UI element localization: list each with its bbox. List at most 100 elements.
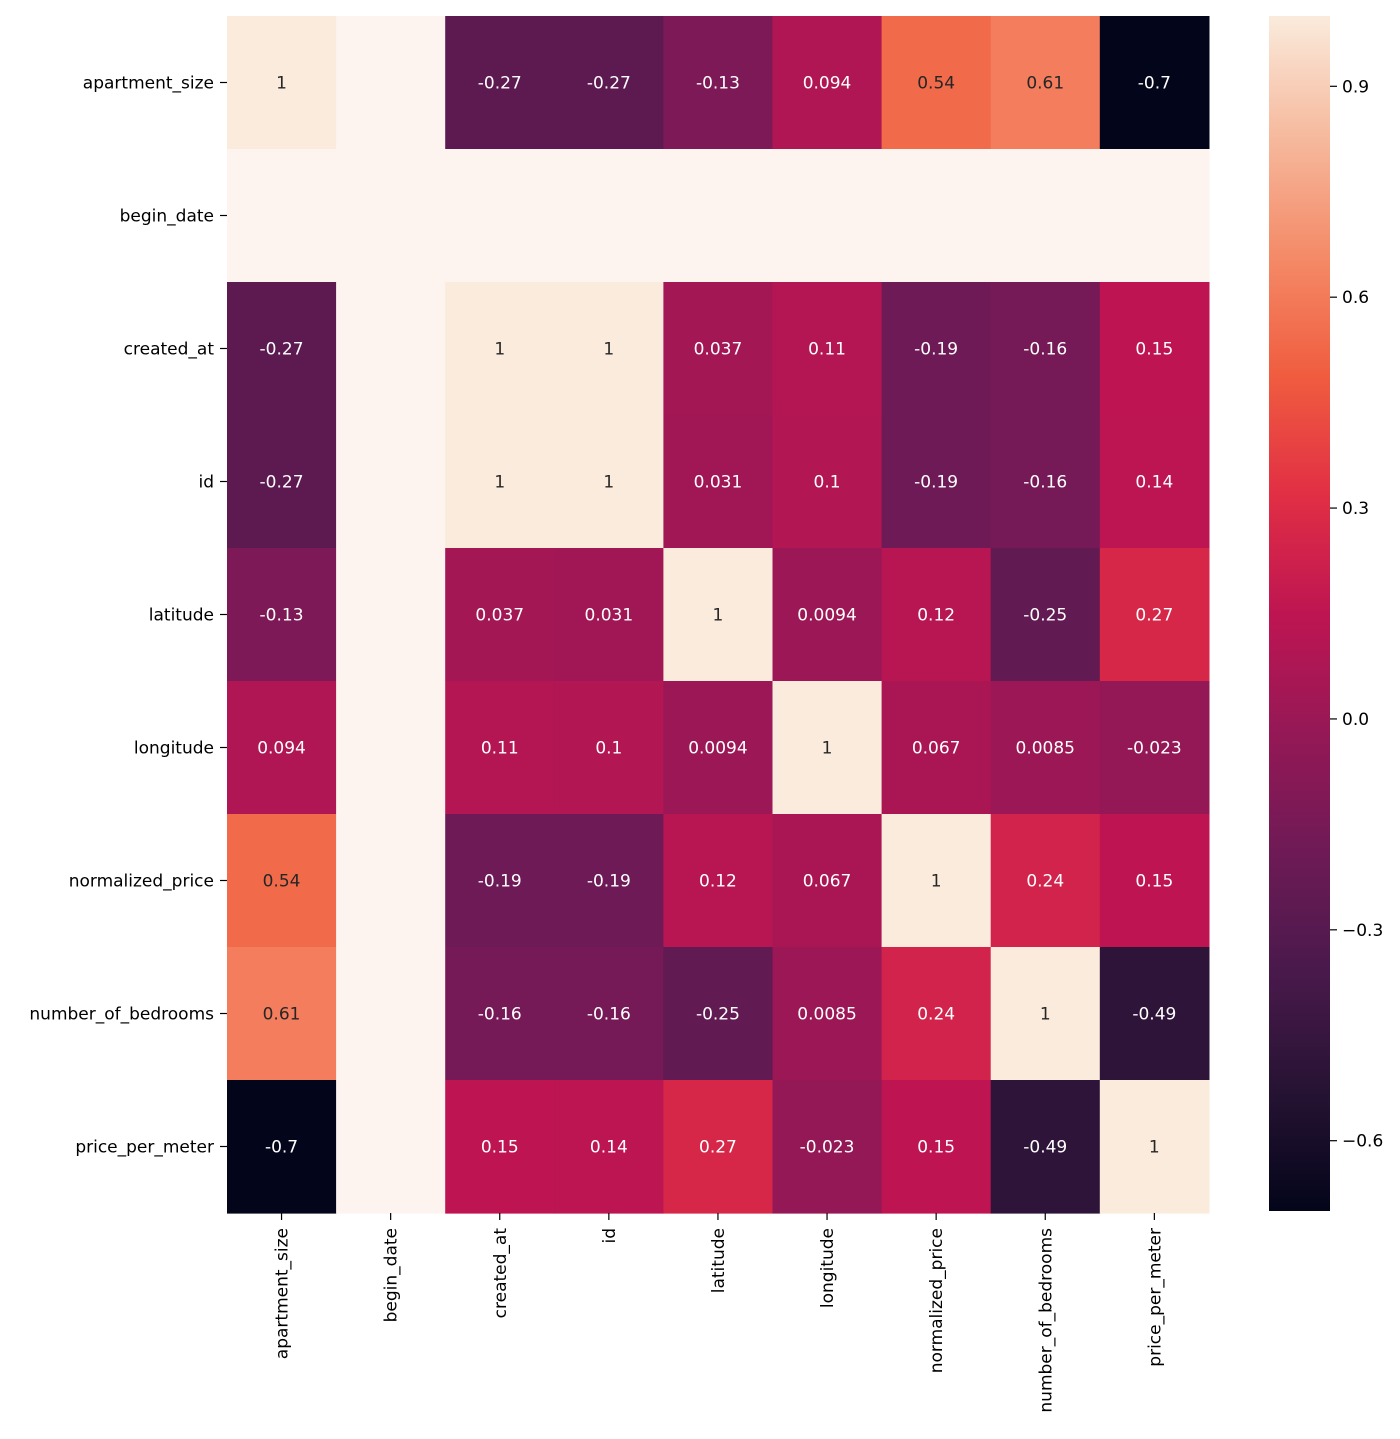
cell-annotation: 0.12: [917, 606, 955, 626]
cell-annotation: 1: [603, 473, 614, 493]
heatmap-cell-begin_date-longitude: [772, 149, 883, 283]
heatmap-cell-latitude-created_at: [445, 548, 555, 682]
heatmap-cell-id-price_per_meter: [1099, 415, 1210, 549]
heatmap-cell-number_of_bedrooms-price_per_meter: [1099, 947, 1210, 1081]
cell-annotation: -0.25: [1023, 606, 1067, 626]
column-label-normalized_price: normalized_price: [927, 1228, 947, 1373]
cell-annotation: 0.067: [912, 739, 961, 759]
heatmap-cell-apartment_size-created_at: [445, 16, 555, 150]
cell-annotation: -0.27: [587, 74, 631, 94]
heatmap-cell-id-normalized_price: [881, 415, 992, 549]
heatmap-cell-apartment_size-normalized_price: [881, 16, 992, 150]
heatmap-cell-begin_date-latitude: [663, 149, 774, 283]
heatmap-cell-normalized_price-longitude: [772, 814, 883, 948]
heatmap-cell-number_of_bedrooms-longitude: [772, 947, 883, 1081]
heatmap-cell-id-created_at: [445, 415, 555, 549]
heatmap-cell-price_per_meter-longitude: [772, 1080, 883, 1214]
heatmap-cell-apartment_size-latitude: [663, 16, 774, 150]
cell-annotation: 0.15: [1135, 872, 1173, 892]
heatmap-cell-number_of_bedrooms-latitude: [663, 947, 774, 1081]
cell-annotation: -0.27: [260, 340, 304, 360]
cell-annotation: -0.13: [696, 74, 740, 94]
cell-annotation: 0.24: [917, 1005, 955, 1025]
heatmap-cell-created_at-longitude: [772, 282, 883, 416]
cell-annotation: 0.031: [694, 473, 743, 493]
heatmap-cell-number_of_bedrooms-number_of_bedrooms: [990, 947, 1101, 1081]
heatmap-cell-latitude-id: [554, 548, 664, 682]
cell-annotation: -0.49: [1132, 1005, 1176, 1025]
heatmap-cell-begin_date-created_at: [445, 149, 555, 283]
heatmap-cell-longitude-apartment_size: [227, 681, 337, 815]
heatmap-cell-id-id: [554, 415, 664, 549]
cell-annotation: -0.13: [260, 606, 304, 626]
colorbar-tick-label: 0.0: [1342, 710, 1369, 730]
heatmap-cell-begin_date-id: [554, 149, 664, 283]
cell-annotation: 0.54: [263, 872, 301, 892]
column-label-number_of_bedrooms: number_of_bedrooms: [1036, 1228, 1056, 1413]
colorbar-tick-label: 0.9: [1342, 77, 1369, 97]
heatmap-cell-longitude-price_per_meter: [1099, 681, 1210, 815]
heatmap-cell-normalized_price-id: [554, 814, 664, 948]
heatmap-cell-price_per_meter-number_of_bedrooms: [990, 1080, 1101, 1214]
heatmap-cell-longitude-latitude: [663, 681, 774, 815]
heatmap-cell-created_at-id: [554, 282, 664, 416]
cell-annotation: -0.27: [478, 74, 522, 94]
heatmap-cell-normalized_price-number_of_bedrooms: [990, 814, 1101, 948]
column-label-apartment_size: apartment_size: [273, 1228, 293, 1359]
cell-annotation: -0.19: [587, 872, 631, 892]
heatmap-cell-id-apartment_size: [227, 415, 337, 549]
row-label-price_per_meter: price_per_meter: [75, 1138, 214, 1158]
heatmap-cell-apartment_size-id: [554, 16, 664, 150]
heatmap-cell-longitude-normalized_price: [881, 681, 992, 815]
cell-annotation: 0.094: [257, 739, 306, 759]
heatmap-cell-begin_date-apartment_size: [227, 149, 337, 283]
cell-annotation: 0.1: [814, 473, 841, 493]
cell-annotation: 1: [603, 340, 614, 360]
heatmap-cell-created_at-number_of_bedrooms: [990, 282, 1101, 416]
cell-annotation: 0.0094: [797, 606, 856, 626]
heatmap-cell-normalized_price-normalized_price: [881, 814, 992, 948]
cell-annotation: 0.61: [1026, 74, 1064, 94]
row-label-id: id: [198, 473, 214, 493]
heatmap-cell-price_per_meter-created_at: [445, 1080, 555, 1214]
heatmap-cell-normalized_price-created_at: [445, 814, 555, 948]
cell-annotation: 0.037: [694, 340, 743, 360]
heatmap-cell-normalized_price-latitude: [663, 814, 774, 948]
heatmap-cell-created_at-price_per_meter: [1099, 282, 1210, 416]
cell-annotation: -0.27: [260, 473, 304, 493]
heatmap-cell-begin_date-number_of_bedrooms: [990, 149, 1101, 283]
heatmap-cell-price_per_meter-price_per_meter: [1099, 1080, 1210, 1214]
cell-annotation: 0.54: [917, 74, 955, 94]
heatmap-cell-apartment_size-apartment_size: [227, 16, 337, 150]
column-label-begin_date: begin_date: [382, 1228, 402, 1322]
heatmap-cell-latitude-latitude: [663, 548, 774, 682]
heatmap-cell-normalized_price-apartment_size: [227, 814, 337, 948]
column-labels: apartment_size begin_date created_at id lati…: [273, 1213, 1165, 1413]
heatmap-cell-longitude-begin_date: [336, 681, 446, 815]
cell-annotation: 0.61: [263, 1005, 301, 1025]
heatmap-cell-begin_date-price_per_meter: [1099, 149, 1210, 283]
cell-annotation: 0.27: [699, 1138, 737, 1158]
heatmap-cell-longitude-id: [554, 681, 664, 815]
cell-annotation: 0.24: [1026, 872, 1064, 892]
cell-annotation: -0.023: [1127, 739, 1182, 759]
row-label-number_of_bedrooms: number_of_bedrooms: [29, 1005, 214, 1025]
cell-annotation: -0.7: [265, 1138, 298, 1158]
heatmap-cell-longitude-number_of_bedrooms: [990, 681, 1101, 815]
heatmap-cell-latitude-normalized_price: [881, 548, 992, 682]
cell-annotation: -0.7: [1138, 74, 1171, 94]
cell-annotation: -0.16: [1023, 473, 1067, 493]
heatmap-cell-begin_date-begin_date: [336, 149, 446, 283]
cell-annotation: 0.12: [699, 872, 737, 892]
heatmap-cell-price_per_meter-id: [554, 1080, 664, 1214]
row-label-begin_date: begin_date: [120, 207, 214, 227]
cell-annotation: -0.16: [1023, 340, 1067, 360]
heatmap-cell-apartment_size-longitude: [772, 16, 883, 150]
heatmap-cell-number_of_bedrooms-id: [554, 947, 664, 1081]
cell-annotation: 0.11: [808, 340, 846, 360]
heatmap-cell-price_per_meter-normalized_price: [881, 1080, 992, 1214]
heatmap-cell-created_at-apartment_size: [227, 282, 337, 416]
